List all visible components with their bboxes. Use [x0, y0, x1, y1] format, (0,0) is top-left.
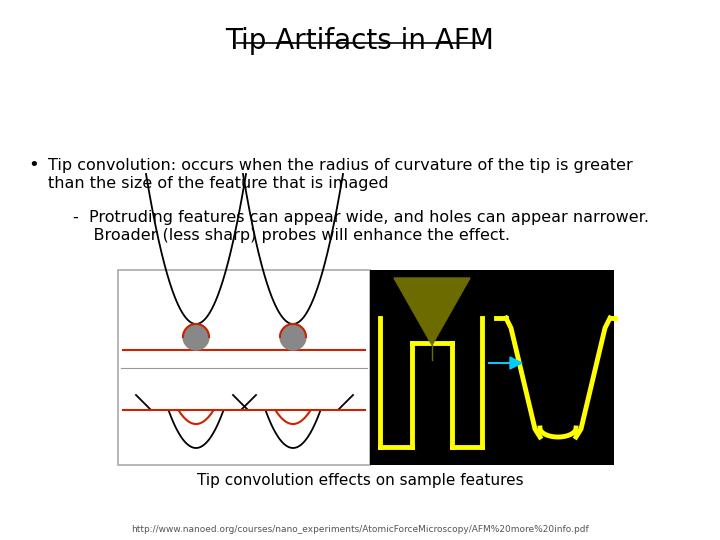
Text: than the size of the feature that is imaged: than the size of the feature that is ima…	[48, 176, 389, 191]
Bar	[118, 270, 370, 465]
Text: Tip Artifacts in AFM: Tip Artifacts in AFM	[225, 27, 495, 55]
Text: Tip convolution effects on sample features: Tip convolution effects on sample featur…	[197, 473, 523, 488]
Text: Broader (less sharp) probes will enhance the effect.: Broader (less sharp) probes will enhance…	[73, 228, 510, 243]
Text: http://www.nanoed.org/courses/nano_experiments/AtomicForceMicroscopy/AFM%20more%: http://www.nanoed.org/courses/nano_exper…	[131, 525, 589, 534]
Polygon shape	[394, 278, 470, 345]
Bar	[370, 270, 614, 465]
Text: •: •	[28, 156, 39, 174]
Text: Tip convolution: occurs when the radius of curvature of the tip is greater: Tip convolution: occurs when the radius …	[48, 158, 633, 173]
Circle shape	[280, 324, 306, 350]
FancyArrow shape	[488, 357, 522, 369]
Circle shape	[183, 324, 209, 350]
Text: -  Protruding features can appear wide, and holes can appear narrower.: - Protruding features can appear wide, a…	[73, 210, 649, 225]
